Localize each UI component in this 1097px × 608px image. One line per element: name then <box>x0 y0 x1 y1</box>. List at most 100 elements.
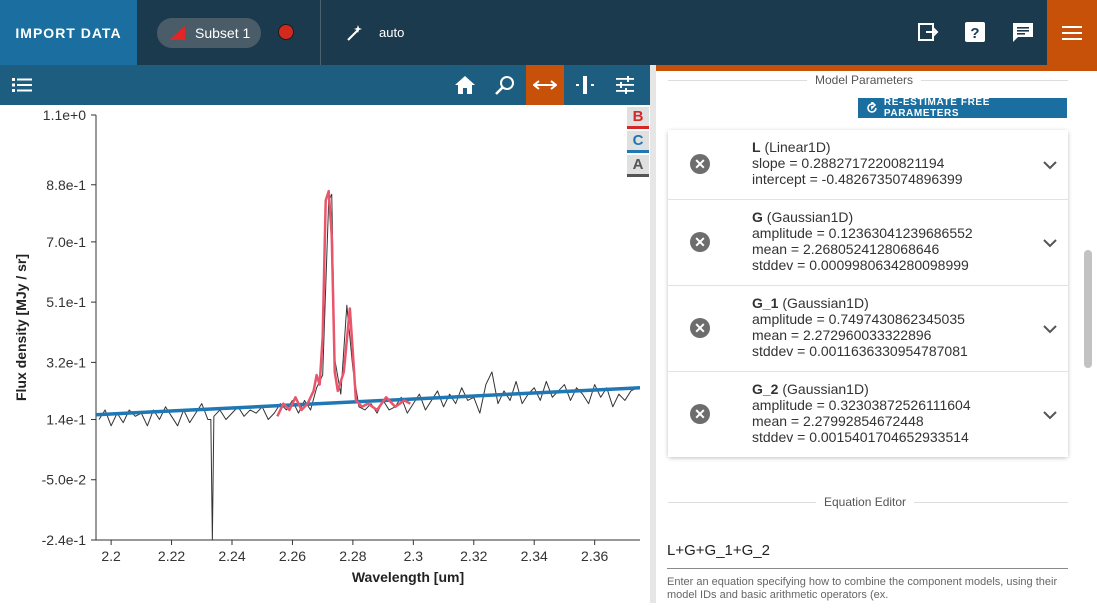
equation-input[interactable]: L+G+G_1+G_2 <box>667 542 1068 569</box>
model-card-g2[interactable]: ✕ G_2 (Gaussian1D) amplitude = 0.3230387… <box>668 372 1068 457</box>
model-param: amplitude = 0.12363041239686552 <box>752 225 973 241</box>
model-id: G <box>752 209 763 225</box>
header-divider <box>320 0 321 65</box>
model-summary: G (Gaussian1D) amplitude = 0.12363041239… <box>752 209 973 273</box>
equation-hint: Enter an equation specifying how to comb… <box>667 576 1058 601</box>
model-summary: L (Linear1D) slope = 0.28827172200821194… <box>752 139 963 187</box>
model-summary: G_2 (Gaussian1D) amplitude = 0.323038725… <box>752 381 971 445</box>
model-type: (Linear1D) <box>764 139 831 155</box>
series-b-line <box>276 189 411 417</box>
x-tick-label: 2.36 <box>581 548 608 564</box>
sliders-icon <box>616 76 634 94</box>
model-card-g[interactable]: ✕ G (Gaussian1D) amplitude = 0.123630412… <box>668 200 1068 286</box>
model-id: G_2 <box>752 381 779 397</box>
model-id: G_1 <box>752 295 779 311</box>
remove-icon[interactable]: ✕ <box>690 404 710 424</box>
model-param: stddev = 0.0015401704652933514 <box>752 429 969 445</box>
subset-selector[interactable]: Subset 1 <box>157 18 261 48</box>
record-icon[interactable] <box>278 24 294 40</box>
model-card-l[interactable]: ✕ L (Linear1D) slope = 0.288271722008211… <box>668 130 1068 200</box>
spectrum-viewer[interactable]: 1.1e+0 8.8e-1 7.0e-1 5.1e-1 3.2e-1 1.4e-1 -5.0… <box>0 105 650 603</box>
y-tick-label: 5.1e-1 <box>46 294 86 310</box>
subset-label: Subset 1 <box>195 25 251 41</box>
x-tick-label: 2.2 <box>101 548 121 564</box>
model-id: L <box>752 139 761 155</box>
model-param: stddev = 0.0009980634280098999 <box>752 257 969 273</box>
legend-item-a[interactable]: A <box>627 155 649 177</box>
range-select-button[interactable] <box>566 65 604 105</box>
model-card-g1[interactable]: ✕ G_1 (Gaussian1D) amplitude = 0.7497430… <box>668 286 1068 372</box>
model-param: slope = 0.28827172200821194 <box>752 155 945 171</box>
layer-list-button[interactable] <box>3 65 41 105</box>
model-param: mean = 2.272960033322896 <box>752 327 932 343</box>
model-param: stddev = 0.0011636330954787081 <box>752 343 968 359</box>
legend-item-c[interactable]: C <box>627 131 649 153</box>
viewer-toolbar <box>0 65 650 105</box>
zoom-icon <box>495 76 514 95</box>
viewer-settings-button[interactable] <box>606 65 644 105</box>
zoom-button[interactable] <box>486 65 524 105</box>
home-button[interactable] <box>446 65 484 105</box>
panel-splitter[interactable] <box>650 65 656 603</box>
x-tick-label: 2.3 <box>404 548 424 564</box>
main-menu-button[interactable] <box>1047 0 1097 65</box>
reestimate-label: RE-ESTIMATE FREE PARAMETERS <box>883 97 990 119</box>
selection-mode-label[interactable]: auto <box>379 25 405 40</box>
x-axis-label: Wavelength [um] <box>352 569 464 585</box>
x-tick-label: 2.28 <box>339 548 366 564</box>
svg-text:?: ? <box>970 25 979 42</box>
import-data-button[interactable]: IMPORT DATA <box>0 0 137 65</box>
layer-list-icon <box>12 78 32 92</box>
hamburger-icon <box>1062 25 1082 40</box>
remove-icon[interactable]: ✕ <box>690 318 710 338</box>
spectrum-chart[interactable]: 1.1e+0 8.8e-1 7.0e-1 5.1e-1 3.2e-1 1.4e-1 -5.0… <box>0 105 650 603</box>
subset-icon <box>169 26 185 40</box>
remove-icon[interactable]: ✕ <box>690 154 710 174</box>
series-c-line <box>96 386 640 417</box>
x-tick-label: 2.32 <box>460 548 487 564</box>
magic-wand-icon[interactable] <box>346 24 364 42</box>
model-parameters-title: Model Parameters <box>807 73 922 87</box>
y-axis-label: Flux density [MJy / sr] <box>13 254 29 401</box>
model-param: intercept = -0.4826735074896399 <box>752 171 963 187</box>
x-tick-label: 2.34 <box>521 548 548 564</box>
y-tick-label: 1.1e+0 <box>43 107 86 123</box>
refresh-icon <box>867 102 877 113</box>
horizontal-pan-icon <box>533 80 557 90</box>
chevron-down-icon[interactable] <box>1042 235 1058 251</box>
legend-item-b[interactable]: B <box>627 107 649 129</box>
remove-icon[interactable]: ✕ <box>690 232 710 252</box>
y-tick-label: 3.2e-1 <box>46 354 86 370</box>
reestimate-button[interactable]: RE-ESTIMATE FREE PARAMETERS <box>858 97 1067 119</box>
model-type: (Gaussian1D) <box>782 381 869 397</box>
panel-scrollbar[interactable] <box>1084 250 1092 368</box>
tray-header-strip <box>656 65 1097 71</box>
chevron-down-icon[interactable] <box>1042 157 1058 173</box>
model-param: mean = 2.27992854672448 <box>752 413 924 429</box>
equation-editor-title: Equation Editor <box>816 495 915 509</box>
model-type: (Gaussian1D) <box>782 295 869 311</box>
y-tick-label: 8.8e-1 <box>46 177 86 193</box>
model-param: mean = 2.2680524128068646 <box>752 241 940 257</box>
chevron-down-icon[interactable] <box>1042 321 1058 337</box>
chat-icon[interactable] <box>1011 20 1035 44</box>
home-icon <box>455 76 475 94</box>
y-tick-label: 1.4e-1 <box>46 411 86 427</box>
help-icon[interactable]: ? <box>963 20 987 44</box>
export-icon[interactable] <box>916 20 940 44</box>
model-param: amplitude = 0.7497430862345035 <box>752 311 965 327</box>
series-a-line <box>98 193 638 541</box>
y-tick-label: -2.4e-1 <box>42 532 87 548</box>
y-tick-label: -5.0e-2 <box>42 472 87 488</box>
model-summary: G_1 (Gaussian1D) amplitude = 0.749743086… <box>752 295 968 359</box>
y-tick-label: 7.0e-1 <box>46 234 86 250</box>
x-tick-label: 2.26 <box>279 548 306 564</box>
model-type: (Gaussian1D) <box>766 209 854 225</box>
x-tick-label: 2.22 <box>158 548 185 564</box>
x-tick-label: 2.24 <box>218 548 245 564</box>
range-select-icon <box>576 76 594 94</box>
pan-button[interactable] <box>526 65 564 105</box>
model-param: amplitude = 0.32303872526111604 <box>752 397 971 413</box>
chevron-down-icon[interactable] <box>1042 407 1058 423</box>
model-component-list: ✕ L (Linear1D) slope = 0.288271722008211… <box>668 130 1068 457</box>
